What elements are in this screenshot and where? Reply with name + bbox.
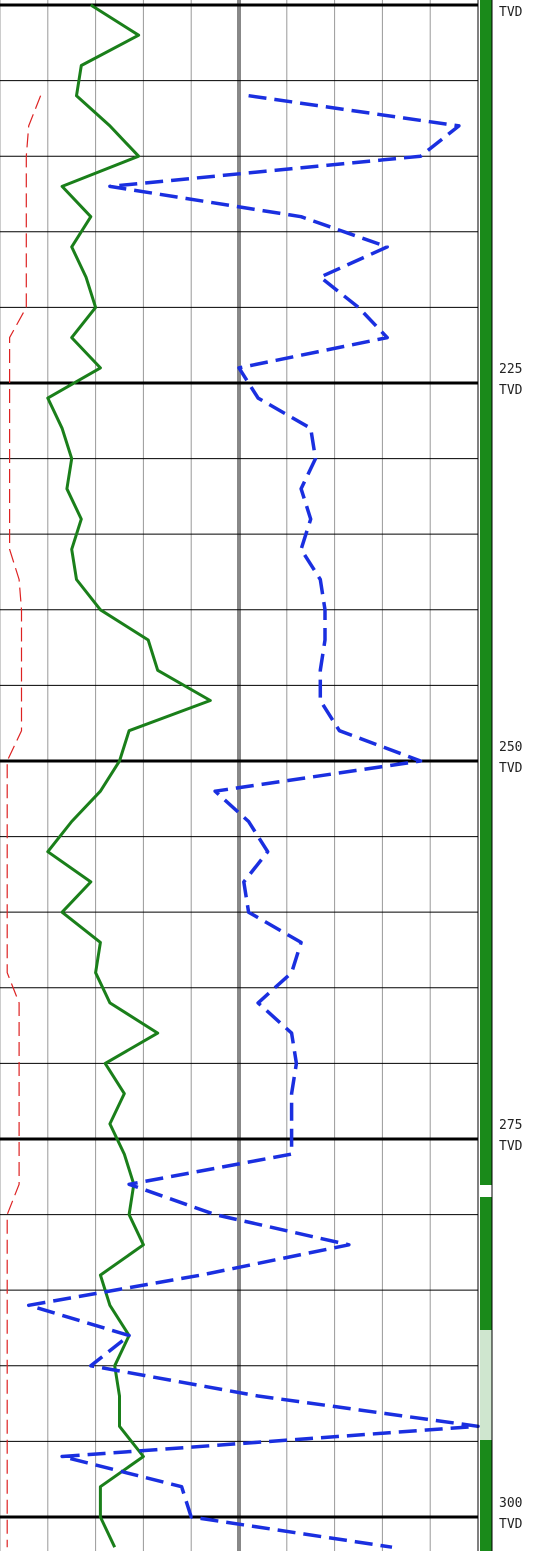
- depth-unit: TVD: [499, 383, 523, 398]
- depth-label: 275: [499, 1118, 522, 1133]
- log-curve: [6, 95, 42, 1548]
- depth-label: 225: [499, 362, 522, 377]
- depth-label: 250: [499, 740, 522, 755]
- depth-unit: TVD: [499, 1517, 523, 1532]
- strip-light: [480, 1330, 492, 1440]
- depth-unit: TVD: [499, 1139, 523, 1154]
- strip-gap: [480, 1185, 492, 1197]
- lithology-strip: [480, 0, 492, 1551]
- depth-unit: TVD: [499, 5, 523, 20]
- depth-label: 300: [499, 1496, 522, 1511]
- log-curve: [26, 93, 480, 1549]
- depth-unit: TVD: [499, 761, 523, 776]
- log-curve: [46, 3, 212, 1548]
